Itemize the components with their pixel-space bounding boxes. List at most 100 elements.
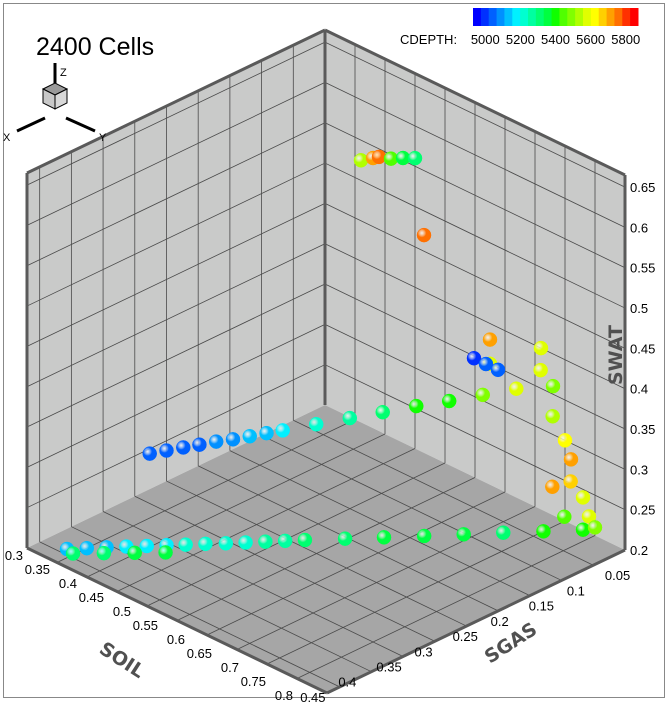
z-axis-label: SWAT — [605, 325, 627, 385]
data-point — [409, 398, 424, 414]
orientation-z-label: Z — [60, 67, 67, 79]
data-point — [466, 350, 482, 366]
z-tick-label: 0.3 — [630, 462, 648, 477]
y-tick-label: 0.1 — [567, 583, 585, 598]
chart-title: 2400 Cells — [36, 33, 154, 61]
colorbar-swatch — [551, 8, 560, 26]
data-point — [416, 227, 432, 243]
y-tick-label: 0.3 — [414, 644, 432, 659]
data-point — [557, 509, 572, 525]
floor-gridline — [146, 462, 446, 607]
legend-label: CDEPTH: — [400, 32, 457, 47]
data-point — [587, 520, 603, 535]
colorbar-swatch — [535, 8, 545, 26]
colorbar-swatch — [520, 8, 529, 26]
data-point — [563, 474, 578, 489]
floor-gridline — [176, 477, 476, 621]
data-point — [575, 522, 591, 537]
left-wall — [27, 30, 325, 548]
colorbar-swatch — [496, 8, 505, 26]
data-point — [441, 393, 457, 409]
data-point — [533, 340, 549, 356]
colorbar-swatch — [488, 8, 498, 26]
data-point — [259, 425, 274, 441]
axis-edge — [26, 28, 326, 175]
left-wall-gridline — [26, 323, 326, 468]
left-wall-gridline — [26, 364, 326, 509]
data-point — [158, 545, 173, 560]
legend-tick-label: 5200 — [506, 32, 535, 47]
y-tick-label: 0.25 — [453, 629, 478, 644]
x-tick-label: 0.4 — [59, 576, 77, 591]
colorbar-swatch — [614, 8, 623, 26]
data-point — [478, 356, 494, 372]
data-point — [416, 528, 432, 544]
data-point — [79, 540, 95, 556]
colorbar-swatch — [543, 8, 553, 26]
orientation-x-label: X — [3, 132, 11, 144]
z-tick-label: 0.6 — [630, 220, 648, 235]
data-point — [375, 404, 390, 420]
left-wall-gridline — [26, 82, 326, 226]
data-point — [490, 362, 506, 378]
data-point — [225, 432, 241, 447]
legend-tick-label: 5600 — [576, 32, 605, 47]
z-tick-label: 0.4 — [630, 382, 648, 397]
y-tick-label: 0.2 — [491, 614, 509, 629]
x-tick-label: 0.5 — [113, 604, 131, 619]
data-point — [545, 378, 561, 394]
floor-gridline — [116, 448, 416, 592]
x-tick-label: 0.8 — [275, 688, 293, 702]
data-point — [407, 150, 423, 166]
y-tick-label: 0.35 — [376, 659, 401, 674]
x-tick-label: 0.6 — [167, 632, 185, 647]
orientation-x-line — [16, 116, 46, 133]
orientation-y-label: Y — [99, 132, 107, 144]
data-point — [545, 479, 560, 495]
z-tick-label: 0.55 — [630, 261, 655, 276]
x-tick-label: 0.75 — [241, 674, 266, 689]
data-point — [198, 536, 213, 552]
data-point — [563, 452, 579, 467]
axis-edge — [324, 28, 626, 177]
data-point — [297, 532, 313, 548]
orientation-axes: Z X Y — [3, 63, 107, 144]
data-point — [475, 387, 491, 403]
data-point — [218, 536, 234, 551]
axis-edge — [26, 546, 328, 695]
z-tick-label: 0.5 — [630, 301, 648, 316]
data-point — [482, 332, 498, 347]
legend-tick-label: 5400 — [541, 32, 570, 47]
data-point — [557, 433, 573, 448]
floor-gridline — [266, 520, 566, 665]
colorbar-swatch — [528, 8, 537, 26]
data-point — [496, 525, 511, 540]
y-tick-label: 0.45 — [300, 690, 325, 702]
x-tick-label: 0.35 — [25, 562, 50, 577]
colorbar-swatch — [504, 8, 513, 26]
colorbar-swatch — [622, 8, 631, 26]
floor-gridline — [296, 535, 596, 679]
colorbar-swatch — [559, 8, 568, 26]
data-point — [277, 533, 293, 549]
data-point — [142, 446, 157, 461]
z-tick-label: 0.45 — [630, 341, 655, 356]
legend-tick-label: 5000 — [471, 32, 500, 47]
data-point — [159, 443, 174, 458]
y-tick-label: 0.05 — [605, 568, 630, 583]
data-point — [509, 381, 524, 396]
z-tick-label: 0.2 — [630, 543, 648, 558]
x-tick-label: 0.55 — [133, 618, 158, 633]
data-point — [353, 153, 369, 168]
colorbar-swatch — [606, 8, 615, 26]
left-wall-gridline — [26, 203, 326, 347]
axis-edge — [326, 548, 626, 695]
data-point — [139, 538, 154, 554]
data-points — [59, 149, 603, 561]
data-point — [176, 440, 191, 455]
tick-labels: 0.30.350.40.450.50.550.60.650.70.750.80.… — [5, 180, 655, 702]
data-point — [376, 530, 392, 545]
data-point — [242, 429, 258, 444]
data-point — [545, 409, 560, 424]
